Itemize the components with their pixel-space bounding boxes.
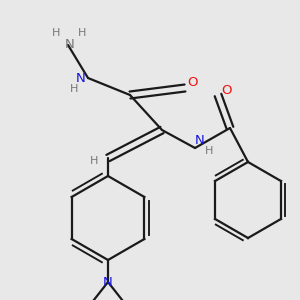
Text: N: N: [195, 134, 205, 148]
Text: H: H: [90, 156, 98, 166]
Text: O: O: [188, 76, 198, 89]
Text: H: H: [70, 84, 78, 94]
Text: N: N: [76, 71, 86, 85]
Text: H: H: [205, 146, 213, 156]
Text: H: H: [52, 28, 60, 38]
Text: H: H: [78, 28, 86, 38]
Text: N: N: [103, 275, 113, 289]
Text: O: O: [221, 83, 231, 97]
Text: N: N: [65, 38, 75, 52]
